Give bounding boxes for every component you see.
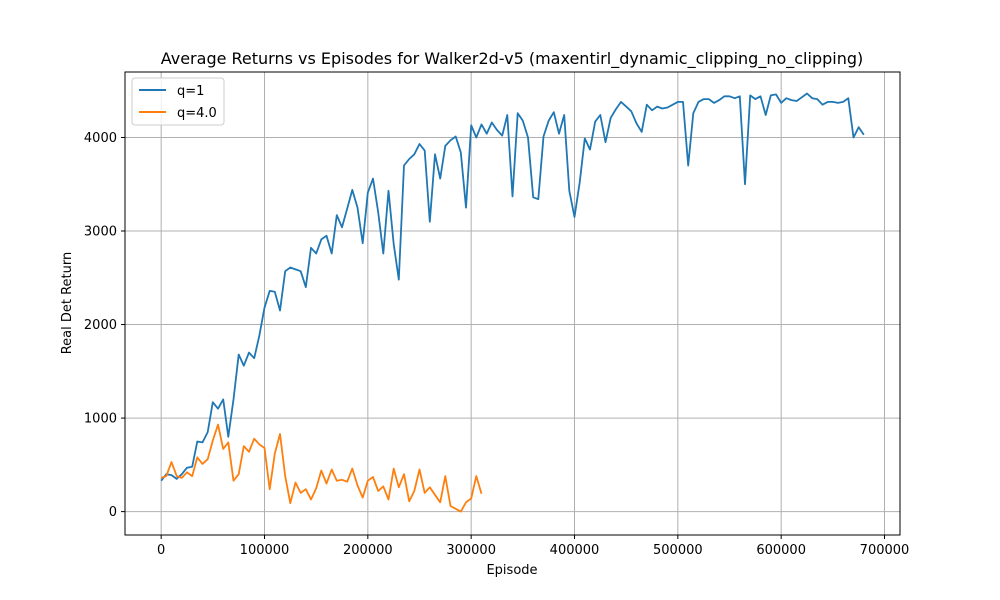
x-tick-label: 0 (157, 543, 165, 558)
x-axis-label: Episode (486, 563, 537, 578)
x-tick-label: 600000 (756, 543, 806, 558)
series-line-0 (160, 92, 865, 482)
y-tick-label: 1000 (84, 412, 117, 427)
x-tick-label: 100000 (240, 543, 290, 558)
x-tick-label: 200000 (343, 543, 393, 558)
axis-ticks: 0 100000 200000 300000 400000 500000 600000 700… (84, 131, 909, 558)
grid-lines (125, 72, 900, 535)
y-tick-label: 4000 (84, 131, 117, 146)
y-axis-label: Real Det Return (60, 252, 75, 355)
y-tick-label: 3000 (84, 225, 117, 240)
series-line-1 (160, 423, 483, 513)
legend-label-q1: q=1 (177, 84, 204, 99)
x-tick-label: 400000 (550, 543, 600, 558)
x-tick-label: 300000 (446, 543, 496, 558)
y-tick-label: 0 (109, 505, 117, 520)
chart-title: Average Returns vs Episodes for Walker2d… (161, 49, 864, 69)
x-tick-label: 500000 (653, 543, 703, 558)
legend-label-q4: q=4.0 (177, 106, 217, 121)
y-tick-label: 2000 (84, 318, 117, 333)
plot-frame (124, 71, 901, 536)
x-tick-label: 700000 (860, 543, 910, 558)
legend: q=1 q=4.0 (131, 77, 225, 126)
series-layer (160, 92, 865, 513)
